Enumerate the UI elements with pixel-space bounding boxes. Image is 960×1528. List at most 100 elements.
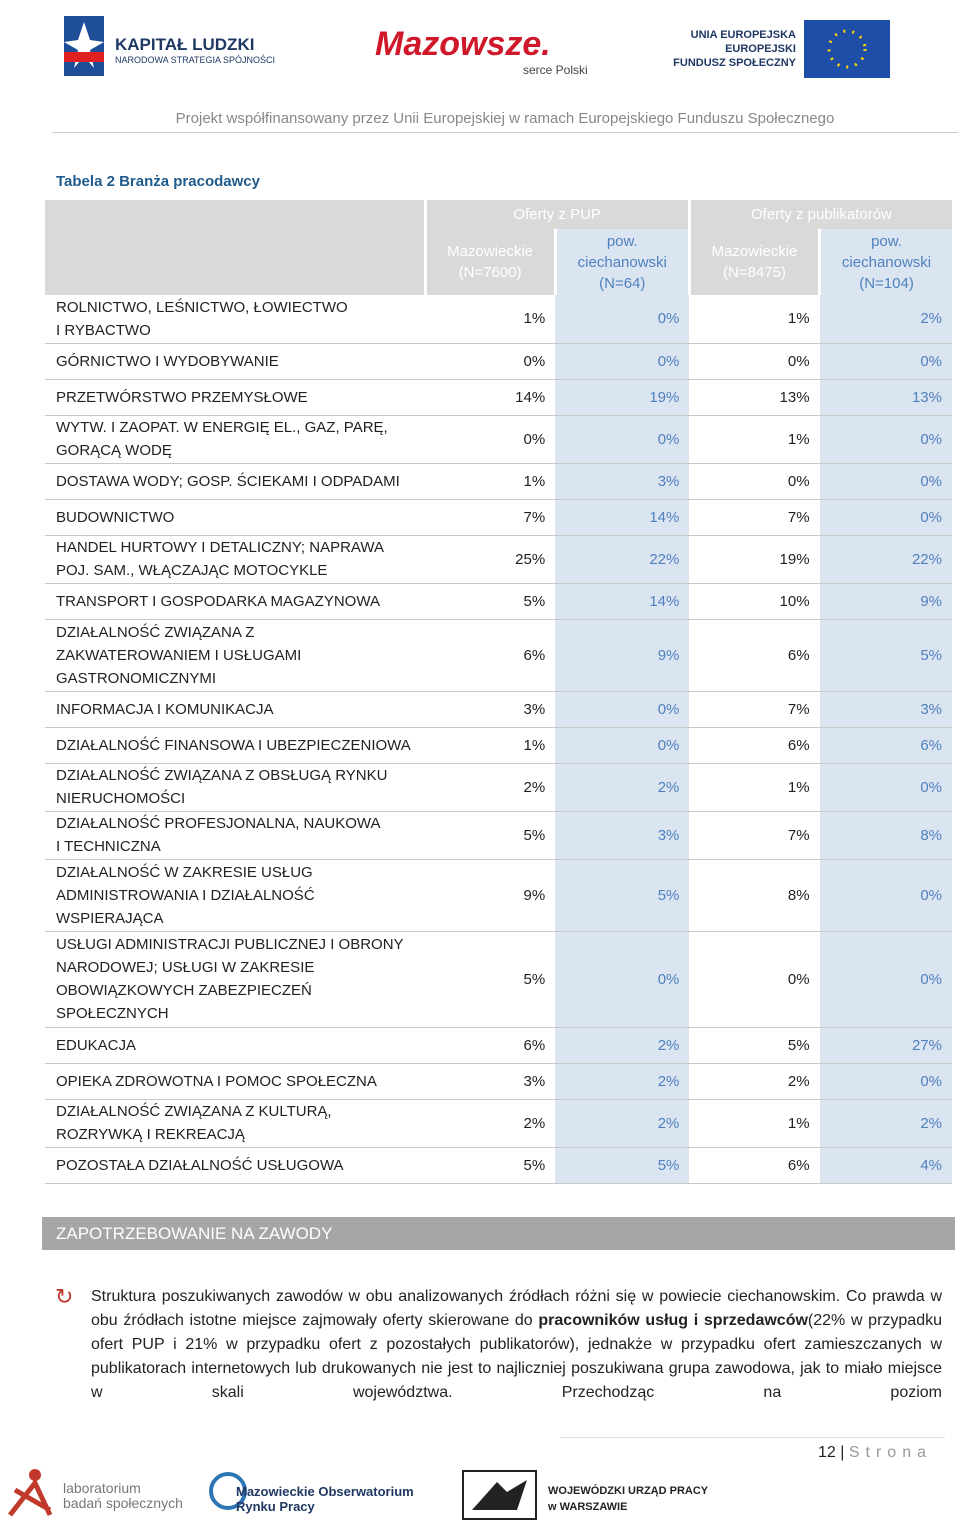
cell-value: 8% (689, 859, 820, 932)
cell-value: 22% (819, 535, 952, 584)
row-label-line: OBOWIĄZKOWYCH ZABEZPIECZEŃ (56, 982, 312, 999)
maz-title: Mazowsze. (375, 25, 551, 63)
eu-flag (804, 20, 890, 78)
header-row: Oferty z PUP Oferty z publikatorów (45, 200, 952, 295)
cell-value: 3% (819, 691, 952, 728)
cell-value: 5% (819, 619, 952, 692)
maz-sub: serce Polski (523, 63, 588, 77)
paragraph: Struktura poszukiwanych zawodów w obu an… (91, 1285, 942, 1405)
cell-value: 0% (819, 415, 952, 464)
bullet: ↻ (55, 1284, 74, 1309)
column-header-line: pow. (606, 232, 638, 250)
column-header: pow. ciechanowski (N=104) (818, 229, 952, 295)
row-label-line: TRANSPORT I GOSPODARKA MAGAZYNOWA (56, 592, 380, 610)
row-label-line: HANDEL HURTOWY I DETALICZNY; NAPRAWA (56, 539, 384, 556)
cell-value: 1% (425, 463, 556, 500)
row-label-line: DZIAŁALNOŚĆ FINANSOWA I UBEZPIECZENIOWA (56, 736, 411, 754)
cell-value: 22% (555, 535, 690, 584)
cell-value: 0% (689, 343, 820, 380)
obs-text: Mazowieckie Obserwatorium Rynku Pracy (236, 1484, 414, 1514)
column-header: Mazowieckie (N=8475) (687, 229, 820, 295)
kl-sub: NARODOWA STRATEGIA SPÓJNOŚCI (115, 55, 276, 65)
row-label-line: WYTW. I ZAOPAT. W ENERGIĘ EL., GAZ, PARĘ… (56, 419, 388, 436)
table-row: GÓRNICTWO I WYDOBYWANIE 0% 0% 0% 0% (45, 343, 952, 380)
cell-value: 8% (819, 811, 952, 860)
row-label-line: DOSTAWA WODY; GOSP. ŚCIEKAMI I ODPADAMI (56, 472, 400, 490)
cell-value: 2% (555, 1099, 690, 1148)
header-row: Mazowieckie (N=7600) pow. ciechanowski (N=64… (45, 229, 952, 295)
table-row: OPIEKA ZDROWOTNA I POMOC SPOŁECZNA 3% 2% 2%… (45, 1063, 952, 1100)
row-label: DZIAŁALNOŚĆ ZWIĄZANA Z KULTURĄ, ROZRYWKĄ … (45, 1099, 425, 1148)
cell-value: 10% (689, 583, 820, 620)
row-label-line: DZIAŁALNOŚĆ W ZAKRESIE USŁUG (56, 863, 313, 881)
cell-value: 7% (689, 691, 820, 728)
cell-value: 0% (555, 931, 690, 1028)
ue-line: FUNDUSZ SPOŁECZNY (673, 57, 796, 69)
column-header-line: (N=7600) (458, 264, 522, 281)
cell-value: 3% (555, 463, 690, 500)
cell-value: 25% (425, 535, 556, 584)
section-title: ZAPOTRZEBOWANIE NA ZAWODY (42, 1217, 955, 1250)
cell-value: 5% (425, 1147, 556, 1184)
wup-text: WOJEWÓDZKI URZĄD PRACY w WARSZAWIE (548, 1483, 708, 1515)
column-header-line: ciechanowski (577, 253, 667, 271)
column-header-line: (N=8475) (722, 264, 786, 281)
row-label: DOSTAWA WODY; GOSP. ŚCIEKAMI I ODPADAMI (45, 463, 425, 500)
cell-value: 2% (555, 1063, 690, 1100)
cell-value: 7% (689, 811, 820, 860)
row-label-line: POJ. SAM., WŁĄCZAJĄC MOTOCYKLE (56, 562, 328, 579)
row-label-line: DZIAŁALNOŚĆ PROFESJONALNA, NAUKOWA (56, 815, 381, 832)
cell-value: 1% (689, 295, 820, 344)
cell-value: 0% (425, 415, 556, 464)
cell-value: 4% (819, 1147, 952, 1184)
ue-text: UNIA EUROPEJSKA EUROPEJSKI FUNDUSZ SPOŁECZ… (672, 28, 796, 70)
lab-text: laboratorium badań społecznych (63, 1481, 183, 1511)
row-label: GÓRNICTWO I WYDOBYWANIE (45, 343, 425, 380)
row-label-line: NARODOWEJ; USŁUGI W ZAKRESIE (56, 959, 315, 976)
table-row: INFORMACJA I KOMUNIKACJA 3% 0% 7% 3% (45, 691, 952, 728)
cell-value: 0% (819, 499, 952, 536)
column-header: pow. ciechanowski (N=64) (553, 229, 690, 295)
cell-value: 1% (425, 727, 556, 764)
obs-line: Mazowieckie Obserwatorium (236, 1484, 414, 1499)
cell-value: 27% (819, 1027, 952, 1064)
cell-value: 0% (555, 295, 690, 344)
table-row: USŁUGI ADMINISTRACJI PUBLICZNEJ I OBRONY… (45, 931, 952, 1028)
row-label-line: DZIAŁALNOŚĆ ZWIĄZANA Z (56, 623, 255, 641)
cell-value: 0% (555, 343, 690, 380)
wup-line: w WARSZAWIE (548, 1501, 628, 1513)
page-num: 12 (818, 1444, 836, 1461)
table: Oferty z PUP Oferty z publikatorów Mazowie… (45, 200, 952, 1184)
row-label-line: DZIAŁALNOŚĆ ZWIĄZANA Z OBSŁUGĄ RYNKU (56, 767, 388, 784)
cell-value: 0% (819, 1063, 952, 1100)
column-header-line: Mazowieckie (447, 243, 534, 260)
row-label: HANDEL HURTOWY I DETALICZNY; NAPRAWA POJ.… (45, 535, 425, 584)
row-label: DZIAŁALNOŚĆ ZWIĄZANA Z OBSŁUGĄ RYNKU NIER… (45, 763, 425, 812)
table-row: ROLNICTWO, LEŚNICTWO, ŁOWIECTWO I RYBACTW… (45, 295, 952, 344)
cell-value: 3% (425, 691, 556, 728)
row-label-line: GORĄCĄ WODĘ (56, 442, 172, 459)
obs-line: Rynku Pracy (236, 1499, 315, 1514)
row-label-line: POZOSTAŁA DZIAŁALNOŚĆ USŁUGOWA (56, 1156, 344, 1174)
table-row: DZIAŁALNOŚĆ PROFESJONALNA, NAUKOWA I TECH… (45, 811, 952, 860)
table-caption: Tabela 2 Branża pracodawcy (56, 173, 260, 190)
cell-value: 14% (425, 379, 556, 416)
cell-value: 5% (425, 931, 556, 1028)
cell-value: 14% (555, 583, 690, 620)
footer-rule (560, 1437, 945, 1438)
cell-value: 0% (555, 415, 690, 464)
cell-value: 13% (689, 379, 820, 416)
row-label-line: BUDOWNICTWO (56, 508, 175, 526)
cell-value: 1% (425, 295, 556, 344)
row-label-line: WSPIERAJĄCA (56, 909, 164, 927)
table-row: DOSTAWA WODY; GOSP. ŚCIEKAMI I ODPADAMI 1… (45, 463, 952, 500)
cell-value: 5% (555, 859, 690, 932)
row-label-line: NIERUCHOMOŚCI (56, 790, 186, 807)
cell-value: 0% (819, 463, 952, 500)
paragraph-run: (22% w przypadku ofert PUP i 21% w przyp… (91, 1312, 943, 1401)
cell-value: 2% (819, 1099, 952, 1148)
table-row: DZIAŁALNOŚĆ ZWIĄZANA Z KULTURĄ, ROZRYWKĄ … (45, 1099, 952, 1148)
cell-value: 14% (555, 499, 690, 536)
row-label-line: PRZETWÓRSTWO PRZEMYSŁOWE (56, 388, 308, 406)
table-row: PRZETWÓRSTWO PRZEMYSŁOWE 14% 19% 13% 13% (45, 379, 952, 416)
